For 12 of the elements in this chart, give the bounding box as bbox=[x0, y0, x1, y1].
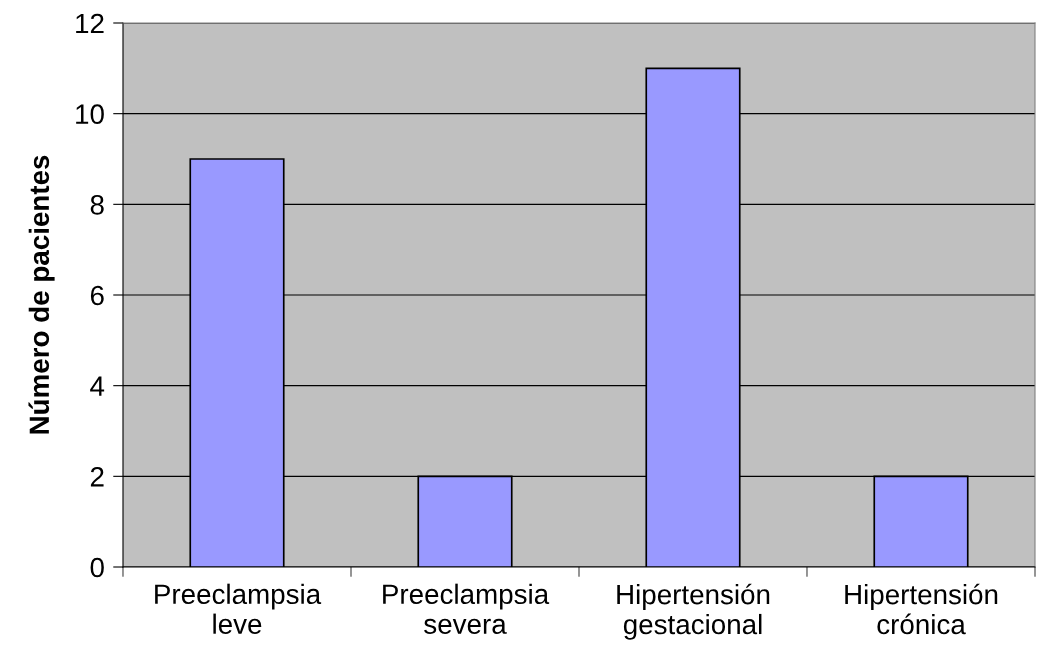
y-tick-label: 6 bbox=[90, 285, 104, 306]
y-tick-label: 8 bbox=[90, 195, 104, 215]
x-tick-label: Hipertensión gestacional bbox=[617, 583, 770, 640]
y-tick-label: 12 bbox=[76, 13, 104, 34]
y-tick-label: 4 bbox=[90, 376, 105, 396]
y-axis-title: Número de pacientes bbox=[28, 155, 55, 434]
x-tick-label: Preeclampsia severa bbox=[383, 583, 550, 634]
y-tick-label: 0 bbox=[90, 557, 104, 578]
y-tick-label: 10 bbox=[76, 104, 104, 125]
x-tick-label: Hipertensión crónica bbox=[845, 583, 998, 635]
x-tick-label: Preeclampsia leve bbox=[155, 583, 322, 634]
y-tick-label: 2 bbox=[90, 467, 104, 487]
